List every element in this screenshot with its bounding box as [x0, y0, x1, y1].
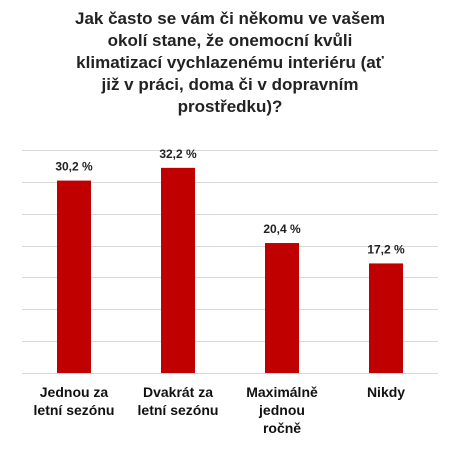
- value-label: 20,4 %: [263, 222, 301, 236]
- bar: [57, 180, 91, 373]
- chart-title: Jak často se vám či někomu ve vašem okol…: [75, 9, 385, 116]
- x-tick-label: Nikdy: [366, 384, 406, 400]
- bar: [265, 243, 299, 373]
- bar: [369, 263, 403, 373]
- bar: [161, 167, 195, 373]
- value-label: 32,2 %: [159, 147, 197, 161]
- x-tick-label: Maximálně jednou ročně: [246, 384, 318, 436]
- x-tick-label: Jednou za letní sezónu: [33, 384, 115, 418]
- x-tick-label: Dvakrát za letní sezónu: [137, 384, 219, 418]
- value-label: 17,2 %: [367, 242, 405, 256]
- value-label: 30,2 %: [55, 160, 93, 174]
